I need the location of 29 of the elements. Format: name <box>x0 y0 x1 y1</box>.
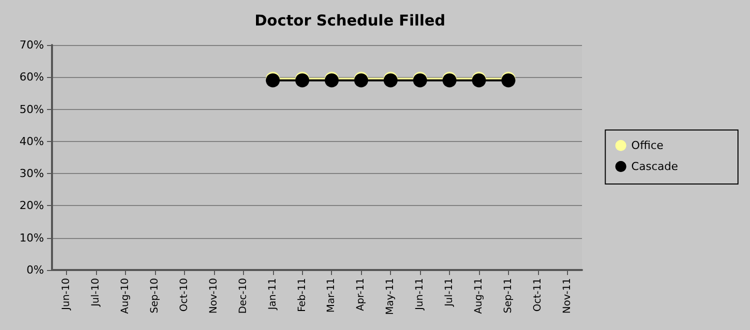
x-tick-label: Jul-11 <box>444 278 455 308</box>
x-tick-label: Feb-11 <box>296 278 308 312</box>
y-tick-label: 40% <box>20 134 44 148</box>
x-tick-label: Nov-10 <box>208 278 220 314</box>
x-tick-label: Nov-11 <box>562 278 573 314</box>
x-tick-label: Jul-10 <box>90 278 102 308</box>
y-tick-label: 0% <box>26 264 44 276</box>
x-tick-label: Oct-10 <box>179 278 190 312</box>
x-tick-label: Jan-11 <box>267 278 278 311</box>
legend-label: Cascade <box>631 160 678 173</box>
y-tick-label: 10% <box>20 231 44 244</box>
y-tick-label: 60% <box>20 70 44 84</box>
x-tick-label: May-11 <box>385 278 396 315</box>
y-tick-label: 30% <box>20 167 44 180</box>
chart-title: Doctor Schedule Filled <box>254 12 446 30</box>
x-tick-label: Aug-11 <box>473 278 484 314</box>
x-tick-label: Mar-11 <box>326 278 338 313</box>
x-tick-label: Dec-10 <box>238 278 249 314</box>
x-tick-label: Sep-11 <box>502 278 514 314</box>
y-tick-label: 70% <box>20 38 44 52</box>
y-tick-label: 20% <box>20 199 44 212</box>
x-tick-label: Oct-11 <box>532 278 544 312</box>
y-tick-label: 50% <box>20 102 44 116</box>
x-tick-label: Jun-10 <box>61 278 72 311</box>
x-tick-label: Sep-10 <box>150 278 161 314</box>
x-tick-label: Aug-10 <box>120 278 132 314</box>
x-tick-label: Jun-11 <box>414 278 426 311</box>
legend-label: Office <box>631 139 664 152</box>
x-tick-label: Apr-11 <box>356 278 367 311</box>
